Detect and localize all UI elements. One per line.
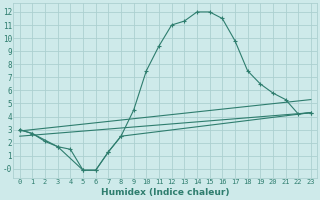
X-axis label: Humidex (Indice chaleur): Humidex (Indice chaleur) <box>101 188 229 197</box>
